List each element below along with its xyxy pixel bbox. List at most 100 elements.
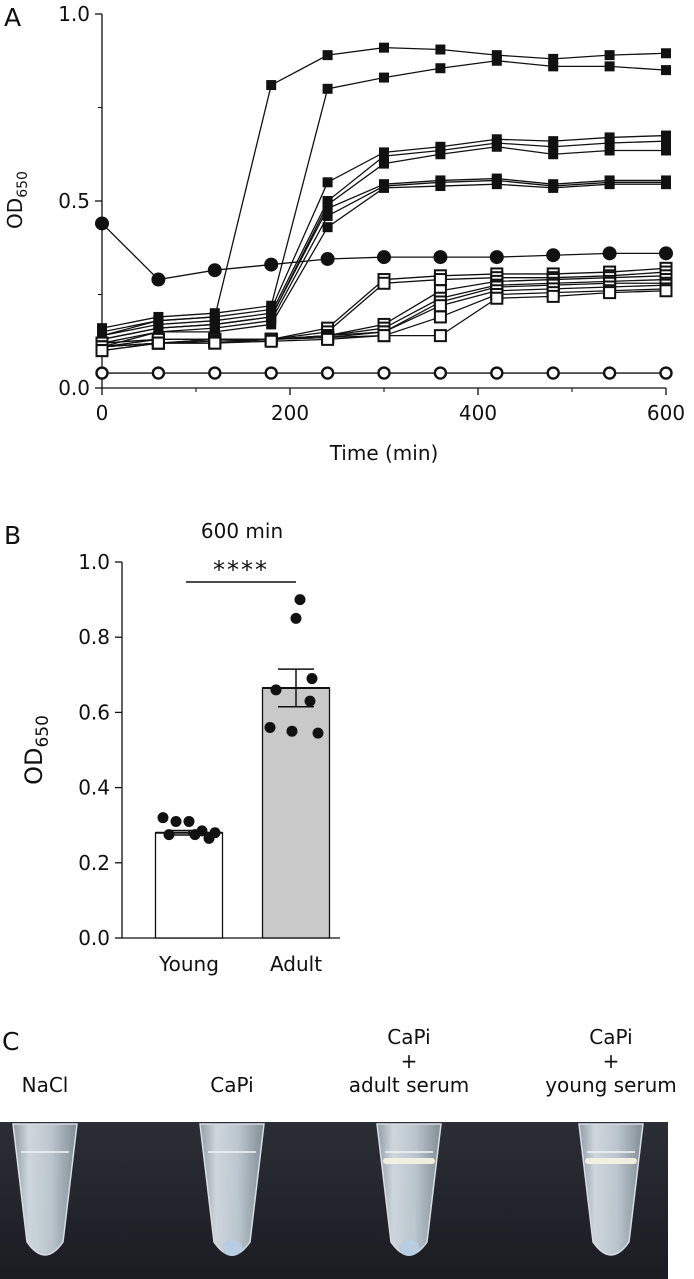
- bar-young: [154, 832, 224, 939]
- bar-data-point: [264, 721, 276, 733]
- bar-data-point: [290, 612, 302, 624]
- data-point: [322, 177, 333, 188]
- tube-label-line: NaCl: [22, 1073, 69, 1097]
- panel-c-label: C: [2, 1027, 19, 1056]
- data-point: [604, 179, 615, 190]
- tube-precipitate-band: [383, 1158, 435, 1164]
- data-point: [153, 326, 164, 337]
- data-point: [151, 366, 166, 380]
- data-point: [602, 366, 617, 380]
- data-point: [661, 136, 671, 147]
- data-point: [266, 80, 277, 91]
- data-point: [379, 158, 389, 169]
- panel-a-ylabel: OD650: [3, 171, 31, 229]
- panel-b-y-tick-label: 1.0: [78, 550, 110, 574]
- data-point: [491, 55, 502, 66]
- data-point: [491, 50, 502, 61]
- panel-a-x-tick-label: 600: [647, 401, 685, 425]
- panel-a-ylabel-sub: 650: [15, 171, 31, 198]
- data-point: [603, 286, 617, 300]
- data-point: [433, 366, 448, 380]
- data-point: [264, 257, 279, 272]
- data-point: [548, 136, 559, 147]
- panel-b-bar-chart: B 600 min OD650 0.0 0.2 0.4 0.6 0.8 1.0 Young…: [4, 519, 340, 976]
- data-point: [661, 130, 671, 141]
- tube-label-line: +: [401, 1049, 418, 1073]
- svg-text:OD650: OD650: [20, 715, 53, 785]
- data-point: [490, 291, 504, 305]
- tube-body: [578, 1123, 644, 1256]
- data-point: [322, 83, 333, 94]
- data-point: [491, 141, 502, 152]
- tube-precipitate-band: [585, 1158, 637, 1164]
- panel-b-title: 600 min: [201, 519, 283, 543]
- bar-data-point: [306, 673, 318, 685]
- data-point: [151, 336, 165, 350]
- tube-label-line: CaPi: [589, 1025, 632, 1049]
- data-point: [264, 334, 278, 348]
- tube-4: [578, 1123, 644, 1256]
- panel-a-x-tick-label: 0: [96, 401, 109, 425]
- data-point: [548, 182, 559, 193]
- data-point: [491, 179, 502, 190]
- data-point: [207, 263, 222, 278]
- data-point: [661, 65, 671, 76]
- panel-b-y-tick-label: 0.2: [78, 851, 110, 875]
- tube-pellet: [222, 1240, 242, 1256]
- tube-label-line: +: [603, 1049, 620, 1073]
- data-point: [209, 326, 220, 337]
- tube-label-line: adult serum: [349, 1073, 470, 1097]
- data-point: [490, 366, 504, 380]
- panel-a-y-tick-label: 0.0: [58, 376, 90, 400]
- bar-data-point: [312, 727, 324, 739]
- data-point: [489, 250, 504, 265]
- data-point: [435, 181, 446, 192]
- series-line-adult-4: [101, 140, 667, 337]
- data-point: [320, 251, 335, 266]
- data-point: [435, 44, 446, 55]
- category-label-young: Young: [158, 952, 219, 976]
- data-point: [320, 366, 335, 380]
- bar-data-point: [157, 812, 169, 824]
- significance-stars: ****: [213, 556, 269, 584]
- data-point: [433, 299, 447, 313]
- bar-data-point: [203, 832, 215, 844]
- panel-a-x-tick-label: 200: [271, 401, 309, 425]
- data-point: [379, 72, 389, 83]
- panel-b-y-tick-label: 0.0: [78, 926, 110, 950]
- tube-photo-background: [0, 1122, 668, 1279]
- data-point: [377, 329, 391, 343]
- data-point: [379, 182, 389, 193]
- panel-a-ylabel-main: OD: [3, 198, 27, 229]
- data-point: [379, 42, 389, 53]
- data-point: [322, 210, 333, 221]
- data-point: [546, 248, 561, 263]
- data-point: [661, 179, 671, 190]
- data-point: [379, 151, 389, 162]
- data-point: [322, 222, 333, 233]
- tube-1: [12, 1123, 78, 1256]
- data-point: [151, 272, 166, 287]
- data-point: [659, 284, 673, 298]
- data-point: [435, 149, 446, 160]
- panel-a-y-tick-label: 0.5: [58, 189, 90, 213]
- tube-pellet: [399, 1240, 419, 1256]
- bar-data-point: [304, 695, 316, 707]
- bar-data-point: [163, 829, 175, 841]
- panel-a-y-tick-label: 1.0: [58, 2, 90, 26]
- data-point: [433, 310, 447, 324]
- panel-a-x-tick-label: 400: [459, 401, 497, 425]
- series-young-8: [95, 284, 673, 358]
- data-point: [602, 246, 617, 261]
- panel-b-y-tick-label: 0.8: [78, 625, 110, 649]
- data-point: [264, 366, 278, 380]
- panel-a-xlabel: Time (min): [329, 441, 439, 465]
- tube-3: [376, 1123, 442, 1256]
- panel-b-ylabel-main: OD: [20, 748, 48, 785]
- series-adult-5: [97, 141, 671, 345]
- panel-b-y-tick-label: 0.6: [78, 700, 110, 724]
- data-point: [433, 273, 447, 287]
- category-label-adult: Adult: [270, 952, 322, 976]
- panel-b-label: B: [4, 521, 21, 550]
